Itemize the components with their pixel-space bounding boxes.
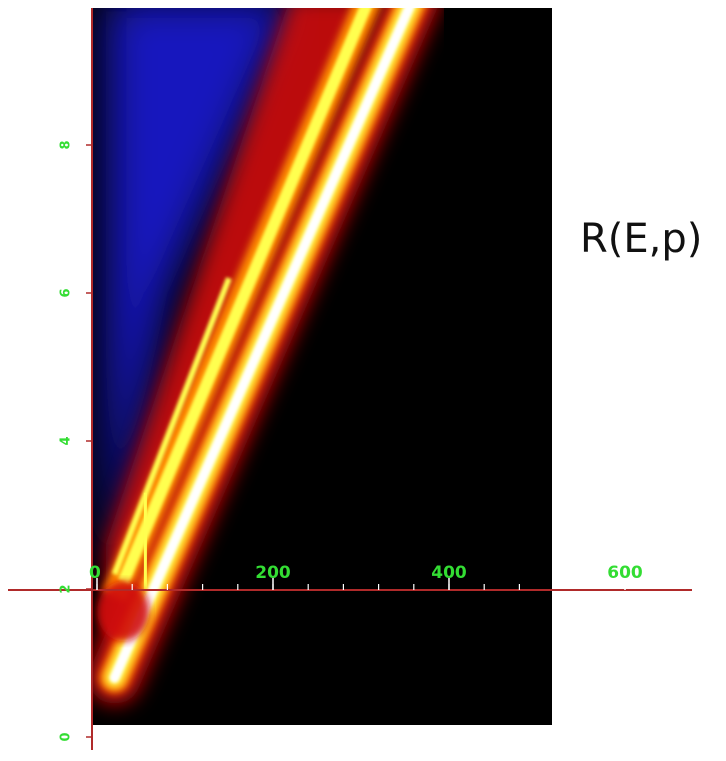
blue-halo-region [105,8,295,589]
heatmap-area [92,8,438,704]
y-tick-label: 8 [59,140,74,149]
y-tick-label: 2 [59,584,74,593]
axes: 0 200 400 600 0 2 4 6 8 [8,8,692,750]
y-tick-label: 4 [59,436,74,445]
y-tick-label: 0 [59,732,74,741]
main-ridge-layer [109,8,415,683]
figure-label: R(E,p) [580,216,703,262]
x-tick-label: 600 [607,563,643,583]
y-tick-label: 6 [59,288,74,297]
secondary-line [111,277,232,576]
x-tick-label: 400 [431,563,467,583]
origin-glow [97,581,150,642]
x-tick-label: 0 [89,563,101,583]
x-tick-label: 200 [255,563,291,583]
yellow-band-core [117,8,372,584]
